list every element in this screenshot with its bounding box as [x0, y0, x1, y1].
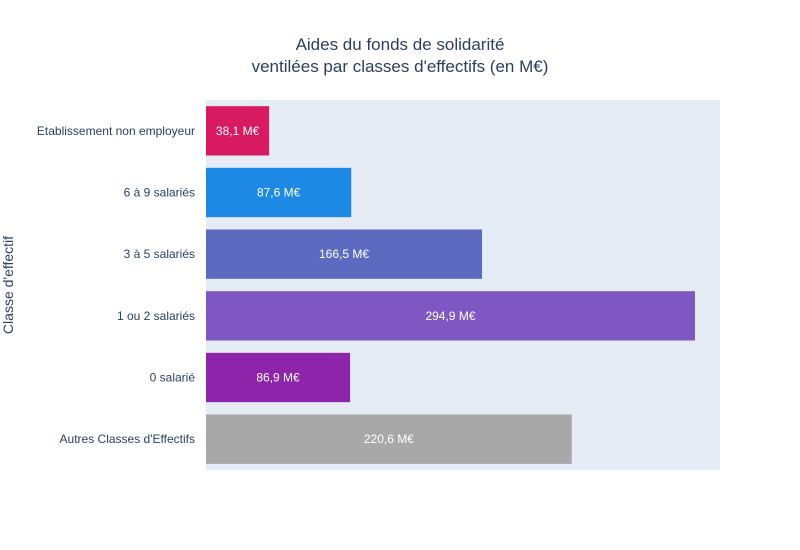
y-tick-label-1: 6 à 9 salariés [124, 186, 195, 200]
bar-labels-group: 38,1 M€ 87,6 M€ 166,5 M€ 294,9 M€ 86,9 M€ 220… [216, 124, 476, 446]
bar-value-label-0: 38,1 M€ [216, 124, 260, 138]
plot-background [206, 100, 720, 470]
y-tick-label-3: 1 ou 2 salariés [117, 309, 195, 323]
bar-value-label-5: 220,6 M€ [364, 432, 414, 446]
chart-title-line-1: Aides du fonds de solidarité [296, 35, 505, 54]
y-axis-title: Classe d'effectif [0, 236, 16, 334]
bar-5 [206, 414, 572, 464]
y-tick-labels-group: Etablissement non employeur 6 à 9 salarié… [37, 124, 195, 446]
bar-value-label-2: 166,5 M€ [319, 247, 369, 261]
bar-value-label-3: 294,9 M€ [425, 309, 475, 323]
bar-3 [206, 291, 695, 341]
chart-title-line-2: ventilées par classes d'effectifs (en M€… [252, 57, 549, 76]
bar-value-label-1: 87,6 M€ [257, 186, 301, 200]
bar-0 [206, 106, 270, 156]
bar-1 [206, 167, 352, 218]
bars-group [206, 106, 695, 464]
y-tick-label-4: 0 salarié [150, 371, 196, 385]
bar-value-label-4: 86,9 M€ [256, 371, 300, 385]
bar-2 [206, 229, 483, 279]
y-tick-label-5: Autres Classes d'Effectifs [60, 432, 195, 446]
y-tick-label-2: 3 à 5 salariés [124, 247, 195, 261]
y-tick-label-0: Etablissement non employeur [37, 124, 195, 138]
bar-4 [206, 352, 351, 403]
